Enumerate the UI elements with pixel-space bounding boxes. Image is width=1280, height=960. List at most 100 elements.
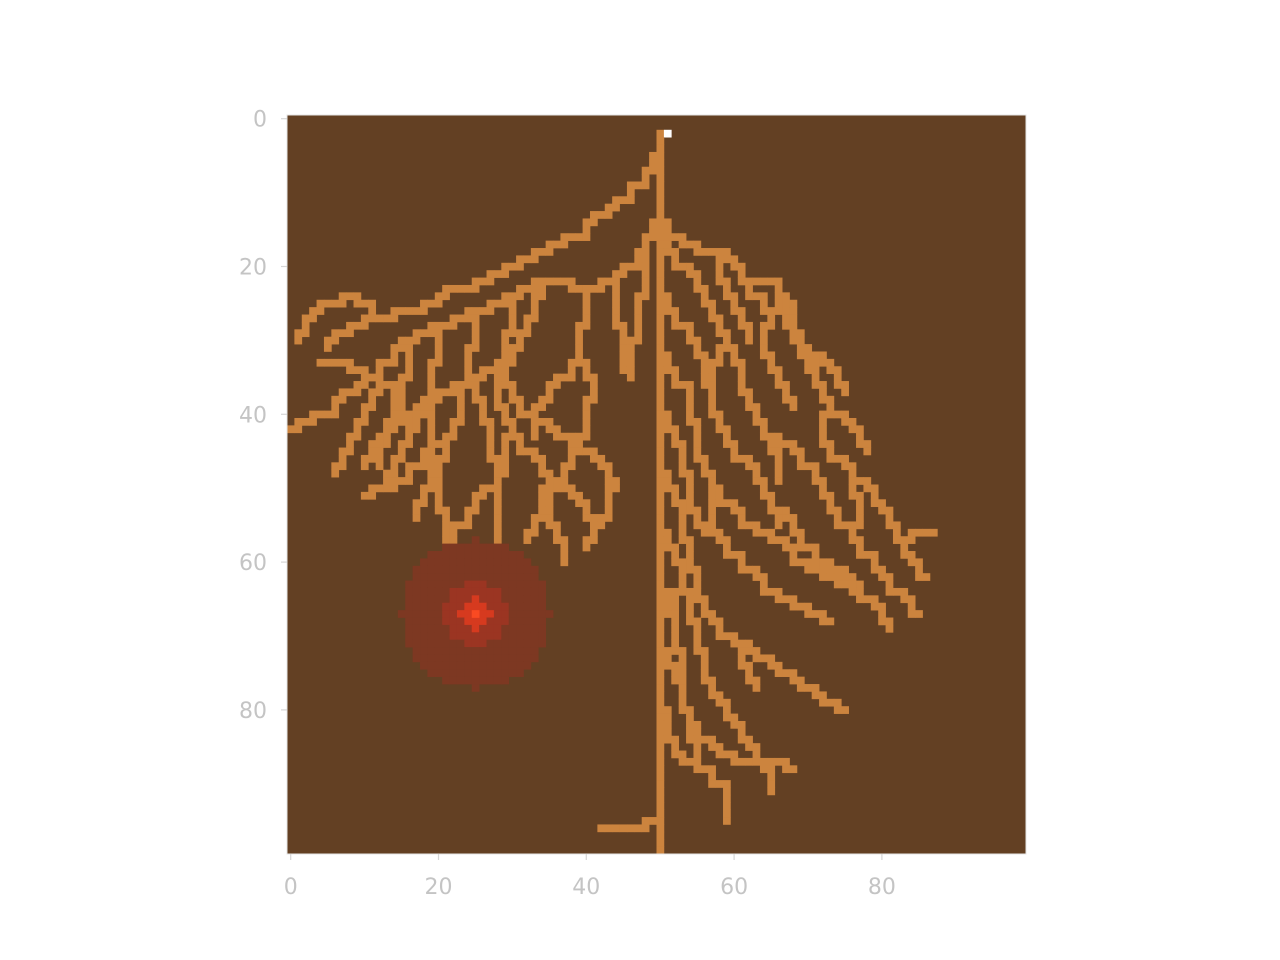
- root-cell: [538, 462, 546, 471]
- root-cell: [508, 351, 517, 360]
- resource-cell: [464, 676, 473, 685]
- root-cell: [464, 314, 473, 323]
- root-cell: [634, 262, 643, 271]
- root-cell: [841, 388, 849, 397]
- root-cell: [774, 440, 783, 448]
- resource-cell: [464, 647, 473, 655]
- root-cell: [294, 417, 303, 426]
- root-cell: [708, 765, 716, 774]
- root-cell: [774, 661, 783, 670]
- root-cell: [737, 358, 746, 367]
- root-cell: [819, 565, 827, 574]
- root-cell: [656, 750, 665, 759]
- root-cell: [545, 417, 554, 426]
- root-cell: [523, 284, 532, 293]
- root-cell: [589, 284, 598, 293]
- resource-cell: [493, 558, 502, 567]
- root-cell: [848, 528, 857, 537]
- root-cell: [915, 610, 923, 618]
- root-cell: [449, 314, 458, 323]
- root-cell: [759, 307, 768, 315]
- root-cell: [405, 469, 413, 478]
- root-cell: [811, 366, 820, 374]
- root-cell: [833, 514, 842, 522]
- root-cell: [368, 454, 377, 463]
- root-cell: [656, 417, 665, 426]
- root-cell: [863, 440, 872, 448]
- resource-cell: [479, 573, 487, 581]
- root-cell: [678, 580, 687, 589]
- root-cell: [856, 440, 864, 448]
- root-cell: [427, 410, 436, 419]
- root-cell: [663, 610, 672, 618]
- root-cell: [464, 521, 473, 530]
- root-cell: [612, 824, 620, 833]
- root-cell: [678, 698, 687, 707]
- root-cell: [678, 514, 687, 522]
- resource-cell: [449, 558, 458, 567]
- root-cell: [412, 336, 421, 345]
- root-cell: [700, 765, 709, 774]
- root-cell: [301, 329, 310, 338]
- resource-cell: [434, 654, 443, 663]
- root-cell: [427, 469, 436, 478]
- root-cell: [737, 661, 746, 670]
- root-cell: [427, 358, 436, 367]
- root-cell: [508, 314, 517, 323]
- resource-cell: [530, 580, 539, 589]
- root-cell: [870, 484, 879, 493]
- root-cell: [863, 447, 872, 456]
- root-cell: [796, 329, 805, 338]
- resource-cell: [420, 602, 428, 611]
- root-cell: [545, 240, 554, 249]
- resource-cell: [405, 624, 413, 633]
- root-cell: [523, 536, 532, 544]
- root-cell: [693, 587, 702, 596]
- root-cell: [434, 484, 443, 493]
- resource-cell: [442, 602, 450, 611]
- root-cell: [479, 417, 487, 426]
- root-cell: [686, 240, 694, 249]
- root-cell: [693, 336, 702, 345]
- root-cell: [678, 321, 687, 330]
- root-cell: [833, 698, 842, 707]
- root-cell: [708, 743, 716, 751]
- root-cell: [530, 528, 539, 537]
- root-cell: [493, 381, 502, 389]
- root-cell: [774, 477, 783, 485]
- root-cell: [634, 181, 643, 190]
- resource-cell: [508, 558, 517, 567]
- root-cell: [619, 329, 628, 338]
- root-cell: [338, 292, 347, 301]
- root-cell: [826, 573, 835, 581]
- root-cell: [656, 159, 665, 168]
- resource-cell: [471, 580, 480, 589]
- resource-cell: [486, 558, 495, 567]
- root-cell: [560, 277, 569, 286]
- root-cell: [759, 329, 768, 338]
- resource-cell: [464, 558, 473, 567]
- root-cell: [316, 358, 325, 367]
- root-cell: [700, 299, 709, 308]
- root-cell: [464, 366, 473, 374]
- resource-cell: [523, 654, 532, 663]
- root-cell: [663, 307, 672, 315]
- resource-cell: [523, 587, 532, 596]
- root-cell: [892, 587, 901, 596]
- resource-cell: [412, 580, 421, 589]
- root-cell: [826, 395, 835, 404]
- resource-cell: [420, 639, 428, 648]
- root-cell: [420, 299, 428, 308]
- root-cell: [508, 381, 517, 389]
- root-cell: [715, 691, 724, 700]
- root-cell: [686, 595, 694, 604]
- root-cell: [715, 321, 724, 330]
- root-cell: [678, 469, 687, 478]
- root-cell: [671, 632, 680, 641]
- root-cell: [693, 624, 702, 633]
- root-cell: [427, 417, 436, 426]
- root-cell: [331, 299, 340, 308]
- root-cell: [708, 484, 716, 493]
- root-cell: [752, 410, 761, 419]
- root-cell: [737, 277, 746, 286]
